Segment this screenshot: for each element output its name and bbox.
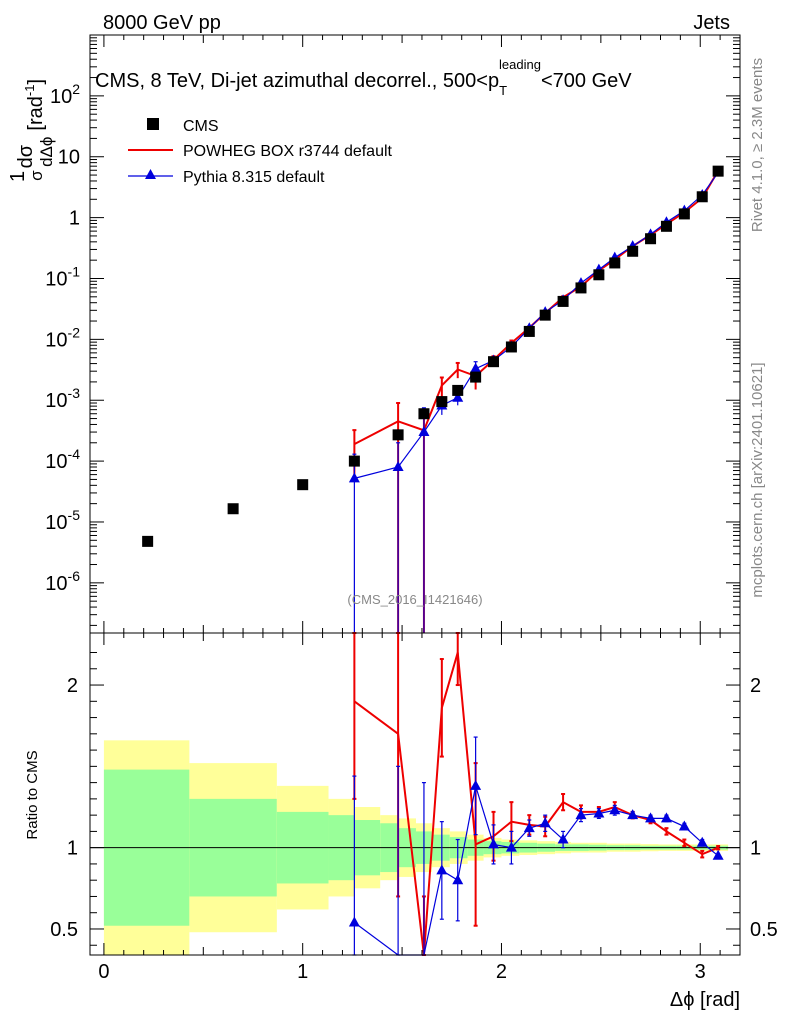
legend-cms-label: CMS xyxy=(183,118,219,135)
legend-pythia-marker xyxy=(145,169,156,179)
pythia-ratio-point xyxy=(557,833,569,844)
cms-data-point xyxy=(142,535,154,547)
x-tick-label: 2 xyxy=(496,961,507,983)
rivet-label: Rivet 4.1.0, ≥ 2.3M events xyxy=(749,58,766,232)
cms-data-point xyxy=(227,503,239,515)
cms-data-point xyxy=(392,429,404,441)
y-tick-label: 10-5 xyxy=(45,507,80,534)
mcplots-label: mcplots.cern.ch [arXiv:2401.10621] xyxy=(749,362,766,597)
pythia-ratio-point xyxy=(539,817,551,828)
cms-data-point xyxy=(523,325,535,337)
cms-data-point xyxy=(575,282,587,294)
cms-data-point xyxy=(418,408,430,420)
pythia-ratio-point xyxy=(452,874,464,885)
ratio-frame xyxy=(89,632,741,956)
pythia-ratio-point xyxy=(348,916,360,927)
cms-data-point xyxy=(627,245,639,257)
ratio-y-tick-label-left: 2 xyxy=(67,675,78,697)
pythia-main-point xyxy=(392,461,404,472)
y-tick-label: 10-6 xyxy=(45,568,80,595)
svg-text:1σdσdΔϕ[rad-1]: 1σdσdΔϕ[rad-1] xyxy=(7,79,56,182)
y-axis-label: 1σdσdΔϕ[rad-1] xyxy=(7,79,56,182)
pythia-ratio-point xyxy=(609,804,621,815)
main-panel-marks xyxy=(142,165,724,633)
y-tick-label: 102 xyxy=(50,81,80,108)
cms-data-point xyxy=(696,191,708,203)
pythia-ratio-point xyxy=(505,841,517,852)
y-tick-label: 1 xyxy=(69,208,80,230)
legend: CMS POWHEG BOX r3744 default Pythia 8.31… xyxy=(128,118,393,186)
cms-data-point xyxy=(539,309,551,321)
pythia-main-point xyxy=(418,426,430,437)
pythia-ratio-point xyxy=(660,812,672,823)
pythia-main-point xyxy=(348,472,360,483)
ratio-y-label: Ratio to CMS xyxy=(24,750,41,839)
x-tick-label: 0 xyxy=(98,961,109,983)
cms-data-point xyxy=(297,479,309,491)
cms-data-point xyxy=(505,341,517,353)
chart-title: CMS, 8 TeV, Di-jet azimuthal decorrel., … xyxy=(95,57,632,98)
ratio-y-tick-label-left: 0.5 xyxy=(50,919,78,941)
cms-data-point xyxy=(645,233,657,245)
pythia-ratio-point xyxy=(645,812,657,823)
powheg-ratio-line xyxy=(353,652,719,956)
analysis-watermark: (CMS_2016_I1421646) xyxy=(347,592,482,607)
pythia-ratio-point xyxy=(678,820,690,831)
y-tick-label: 10-2 xyxy=(45,324,80,351)
pythia-main-line xyxy=(354,172,719,479)
cms-data-point xyxy=(712,165,724,177)
cms-data-point xyxy=(593,269,605,281)
pythia-ratio-point xyxy=(575,809,587,820)
ratio-y-tick-label-right: 2 xyxy=(750,675,761,697)
pythia-ratio-point xyxy=(436,864,448,875)
cms-data-point xyxy=(660,220,672,232)
pythia-main-point xyxy=(470,362,482,373)
cms-data-point xyxy=(470,371,482,383)
ratio-y-tick-label-right: 0.5 xyxy=(750,919,778,941)
cms-data-point xyxy=(488,356,500,368)
pythia-ratio-point xyxy=(712,849,724,860)
cms-data-point xyxy=(557,295,569,307)
pythia-ratio-point xyxy=(488,838,500,849)
pythia-ratio-point xyxy=(470,779,482,790)
pythia-ratio-point xyxy=(627,809,639,820)
x-tick-label: 1 xyxy=(297,961,308,983)
legend-pythia-label: Pythia 8.315 default xyxy=(183,169,325,186)
x-tick-label: 3 xyxy=(695,961,706,983)
pythia-main-point xyxy=(452,391,464,402)
y-tick-label: 10-4 xyxy=(45,446,80,473)
ratio-y-tick-label-left: 1 xyxy=(67,838,78,860)
axis-ticks: 0 1 2 3 10-6 10-5 10-4 10-3 10-2 10-1 1 10 102 0.5 0.5… xyxy=(45,35,778,983)
legend-cms-marker xyxy=(147,118,159,130)
header-right: Jets xyxy=(693,12,730,34)
cms-data-point xyxy=(348,455,360,467)
y-tick-label: 10 xyxy=(58,147,80,169)
cms-data-point xyxy=(436,396,448,408)
y-tick-label: 10-1 xyxy=(45,263,80,290)
cms-data-point xyxy=(678,208,690,220)
x-axis-label: Δϕ [rad] xyxy=(670,989,740,1011)
y-tick-label: 10-3 xyxy=(45,385,80,412)
ratio-y-tick-label-right: 1 xyxy=(750,838,761,860)
legend-powheg-label: POWHEG BOX r3744 default xyxy=(183,143,393,160)
pythia-ratio-point xyxy=(696,836,708,847)
cms-data-point xyxy=(452,384,464,396)
powheg-main-line xyxy=(353,170,719,446)
cms-data-point xyxy=(609,257,621,269)
ratio-panel-marks xyxy=(90,632,740,956)
header-left: 8000 GeV pp xyxy=(103,12,221,34)
pythia-ratio-point xyxy=(523,822,535,833)
pythia-ratio-point xyxy=(593,807,605,818)
